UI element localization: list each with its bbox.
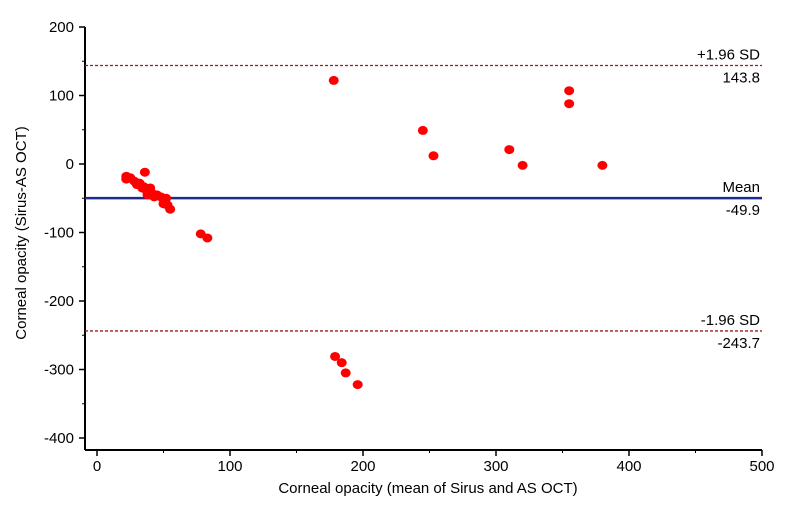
data-point xyxy=(340,368,351,378)
x-tick-label: 200 xyxy=(350,458,375,475)
x-tick-label: 400 xyxy=(616,458,641,475)
x-axis-title: Corneal opacity (mean of Sirus and AS OC… xyxy=(278,480,577,497)
data-point xyxy=(161,193,172,203)
y-tick-label: -300 xyxy=(44,362,74,379)
x-tick-label: 300 xyxy=(483,458,508,475)
reference-line-name: +1.96 SD xyxy=(697,46,760,63)
data-point xyxy=(417,125,428,135)
data-point xyxy=(352,380,363,390)
axis-labels: Corneal opacity (mean of Sirus and AS OC… xyxy=(13,126,578,497)
data-point xyxy=(428,151,439,161)
reference-line-value: -49.9 xyxy=(726,202,760,219)
y-tick-label: -400 xyxy=(44,430,74,447)
x-tick-label: 500 xyxy=(749,458,774,475)
y-tick-label: 200 xyxy=(49,19,74,36)
reference-lines: +1.96 SD 143.8 Mean -49.9 -1.96 SD -243.7 xyxy=(85,46,762,352)
y-tick-label: 0 xyxy=(66,156,74,173)
y-tick-label: -100 xyxy=(44,225,74,242)
data-point xyxy=(328,75,339,85)
y-axis-title: Corneal opacity (Sirus-AS OCT) xyxy=(13,126,30,339)
reference-line-value: -243.7 xyxy=(717,335,760,352)
data-point xyxy=(504,145,515,155)
data-point xyxy=(517,160,528,170)
data-point xyxy=(330,351,341,361)
data-point xyxy=(139,167,150,177)
y-tick-label: -200 xyxy=(44,293,74,310)
reference-line-name: -1.96 SD xyxy=(701,312,760,329)
data-point xyxy=(336,358,347,368)
data-point xyxy=(202,233,213,243)
data-points xyxy=(121,75,608,390)
data-point xyxy=(564,86,575,96)
y-tick-label: 100 xyxy=(49,88,74,105)
axes: 200 100 0 -100 -200 -300 -400 0 100 200 300 400 500 xyxy=(44,19,775,475)
data-point xyxy=(564,99,575,109)
data-point xyxy=(597,160,608,170)
x-tick-label: 100 xyxy=(217,458,242,475)
reference-line-name: Mean xyxy=(722,179,760,196)
data-point xyxy=(165,204,176,214)
x-tick-label: 0 xyxy=(93,458,101,475)
reference-line-value: 143.8 xyxy=(722,69,760,86)
